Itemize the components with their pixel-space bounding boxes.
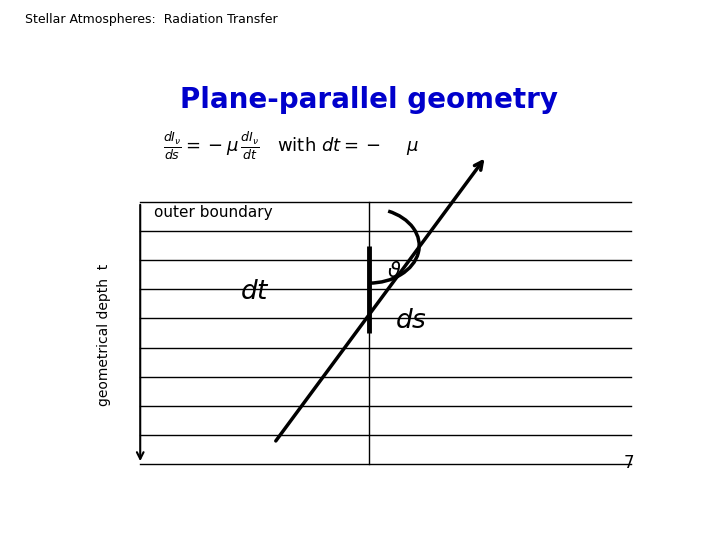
Text: $dt$: $dt$ <box>240 279 269 304</box>
Text: outer boundary: outer boundary <box>154 205 273 220</box>
Text: Stellar Atmospheres:  Radiation Transfer: Stellar Atmospheres: Radiation Transfer <box>25 14 278 26</box>
Text: 7: 7 <box>624 454 634 472</box>
Text: $\frac{dI_\nu}{ds} = -\mu\,\frac{dI_\nu}{dt}$   with $dt = -$    $\mu$: $\frac{dI_\nu}{ds} = -\mu\,\frac{dI_\nu}… <box>163 130 419 162</box>
Text: $ds$: $ds$ <box>395 308 427 333</box>
Text: $\vartheta$: $\vartheta$ <box>387 261 401 281</box>
Text: geometrical depth  t: geometrical depth t <box>97 264 111 406</box>
Text: Plane-parallel geometry: Plane-parallel geometry <box>180 86 558 114</box>
